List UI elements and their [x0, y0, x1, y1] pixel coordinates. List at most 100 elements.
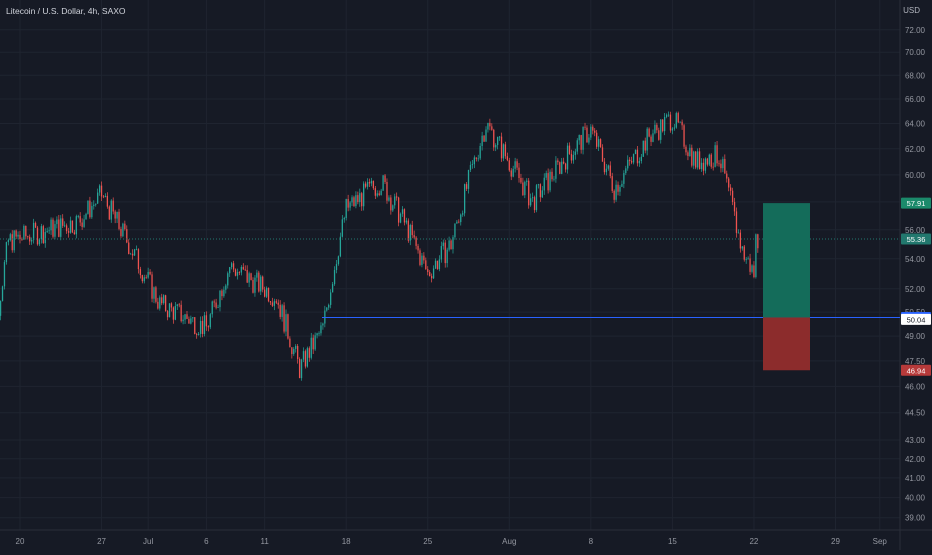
candle-body: [106, 195, 109, 207]
candle-body: [333, 269, 336, 285]
candle-body: [654, 124, 656, 134]
candle-body: [599, 139, 602, 148]
candle-body: [271, 302, 274, 306]
candle-body: [506, 156, 509, 161]
candle-body: [300, 359, 303, 379]
candle-body: [652, 133, 654, 142]
x-tick-label: 27: [97, 537, 106, 546]
candle-body: [108, 206, 110, 220]
candle-body: [310, 337, 312, 358]
candle-body: [151, 274, 153, 299]
candle-body: [17, 234, 19, 237]
candle-body: [3, 262, 6, 287]
candle-body: [415, 237, 417, 246]
candle-body: [118, 211, 120, 229]
candle-body: [281, 305, 283, 317]
candle-body: [287, 314, 289, 339]
candle-body: [322, 323, 324, 326]
x-tick-label: 29: [831, 537, 840, 546]
candle-body: [120, 228, 122, 237]
candle-body: [230, 263, 233, 268]
candle-body: [258, 272, 260, 292]
candle-body: [753, 265, 755, 277]
candle-body: [733, 201, 736, 212]
candle-body: [97, 192, 99, 204]
x-tick-label: Aug: [502, 537, 516, 546]
candle-body: [178, 304, 180, 306]
candle-body: [98, 185, 101, 193]
x-tick-label: 11: [260, 537, 269, 546]
candle-body: [586, 127, 588, 143]
candle-body: [700, 162, 703, 169]
candle-body: [234, 269, 237, 276]
candle-body: [147, 271, 149, 278]
candle-body: [549, 171, 551, 191]
y-tick-label: 54.00: [905, 255, 926, 264]
candle-body: [36, 227, 39, 245]
candle-body: [640, 156, 642, 162]
candle-body: [64, 225, 66, 227]
candle-body: [427, 269, 429, 273]
candle-body: [460, 214, 462, 223]
candle-body: [42, 226, 44, 244]
y-tick-label: 72.00: [905, 26, 926, 35]
y-tick-label: 39.00: [905, 514, 926, 523]
candle-body: [21, 239, 23, 240]
candle-body: [328, 304, 330, 308]
candle-body: [79, 216, 81, 223]
candle-body: [706, 158, 708, 165]
candle-body: [409, 224, 411, 241]
candle-body: [201, 320, 204, 334]
candle-body: [475, 157, 477, 159]
candle-body: [596, 132, 598, 147]
candle-body: [438, 259, 441, 270]
candle-body: [44, 232, 46, 244]
candle-body: [693, 151, 695, 166]
candle-body: [430, 276, 433, 279]
candle-body: [298, 358, 301, 379]
candle-body: [500, 136, 503, 159]
candle-body: [561, 161, 563, 174]
candle-body: [141, 275, 143, 282]
candle-body: [667, 114, 670, 116]
price-badge-label: 50.04: [907, 315, 926, 324]
candle-body: [547, 173, 549, 191]
candle-body: [487, 122, 489, 130]
candle-body: [522, 182, 524, 196]
x-tick-label: 6: [204, 537, 209, 546]
candle-body: [413, 235, 415, 238]
candle-body: [312, 337, 314, 350]
candle-body: [630, 161, 633, 163]
candle-body: [491, 126, 493, 130]
candle-body: [607, 165, 609, 169]
candle-body: [524, 181, 526, 196]
y-tick-label: 60.00: [905, 171, 926, 180]
candle-body: [704, 158, 707, 171]
candle-body: [351, 197, 353, 203]
candle-body: [318, 333, 320, 335]
candle-body: [533, 197, 536, 211]
y-tick-label: 41.00: [905, 474, 926, 483]
candle-body: [157, 301, 159, 309]
candle-body: [168, 303, 171, 318]
candle-body: [209, 314, 211, 328]
candle-body: [23, 225, 25, 240]
candle-body: [368, 182, 371, 184]
candle-body: [308, 348, 310, 358]
candle-body: [669, 114, 672, 131]
candle-body: [714, 145, 716, 167]
y-tick-label: 49.00: [905, 332, 926, 341]
x-tick-label: 20: [16, 537, 25, 546]
candle-body: [240, 266, 242, 273]
candle-body: [347, 199, 349, 208]
candle-body: [256, 272, 258, 278]
candle-body: [279, 304, 281, 317]
y-tick-label: 64.00: [905, 120, 926, 129]
candle-body: [557, 160, 559, 163]
candle-body: [130, 253, 132, 255]
candle-body: [625, 168, 627, 174]
position-loss-zone: [763, 317, 810, 371]
candle-body: [314, 335, 316, 350]
